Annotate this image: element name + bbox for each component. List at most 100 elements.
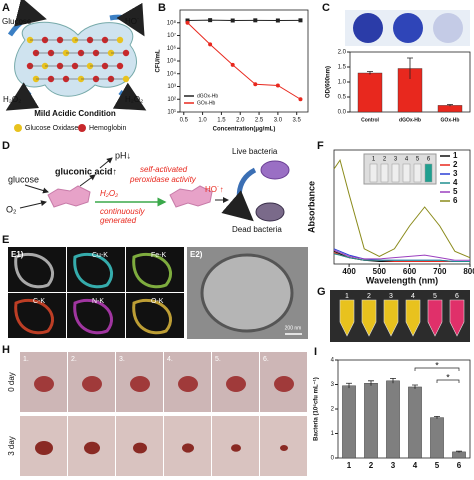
inset-label: 3	[394, 157, 398, 163]
tube-label: 4	[411, 293, 415, 300]
molecule	[122, 49, 130, 57]
panel-label: G	[317, 286, 326, 298]
x-tick-label: 3	[391, 461, 396, 470]
label: N-K	[92, 298, 104, 305]
y-axis-label: CFU/mL	[156, 49, 162, 72]
x-tick-label: GOx-Hb	[441, 117, 460, 123]
molecule	[122, 75, 130, 83]
legend-label: 2	[453, 160, 458, 169]
wound	[182, 443, 194, 453]
y-tick-label: 3	[331, 382, 335, 388]
error-bar	[456, 450, 462, 453]
y-tick-label: 10⁷	[167, 32, 176, 39]
wound	[133, 442, 147, 454]
sample-label: 3.	[119, 356, 125, 363]
error-bar	[368, 380, 374, 386]
x-axis-label: Concentration(μg/mL)	[213, 127, 276, 133]
x-tick-label: 2.0	[236, 118, 245, 124]
error-bar	[346, 382, 352, 389]
error-bar	[407, 57, 413, 79]
series-line	[333, 158, 471, 259]
vial	[369, 163, 378, 183]
wound	[34, 376, 54, 392]
y-tick-label: 4	[331, 358, 335, 364]
plot-frame	[337, 359, 471, 459]
legend-label: dGOx-Hb	[197, 93, 218, 99]
y-tick-label: 10⁶	[167, 45, 177, 52]
panel-label: D	[2, 140, 10, 152]
x-tick-label: 1.5	[217, 118, 226, 124]
label: HO˙↑	[205, 185, 224, 194]
vial	[380, 163, 389, 183]
panel-label: F	[317, 140, 324, 152]
legend-label: 5	[453, 187, 458, 196]
series-line	[187, 22, 301, 100]
wound	[280, 445, 288, 451]
label: O₂	[6, 204, 17, 214]
plot-frame	[333, 149, 471, 265]
label: E1)	[11, 250, 24, 259]
y-tick-label: 2.0	[338, 50, 347, 56]
panel-d-art	[19, 157, 290, 222]
x-tick-label: 4	[413, 461, 418, 470]
error-bar	[412, 384, 418, 389]
wound	[84, 441, 100, 455]
panel-label: C	[322, 2, 330, 14]
label: HO˙	[125, 17, 140, 26]
sample-label: 1.	[23, 356, 29, 363]
y-tick-label: 10³	[167, 84, 176, 90]
label: gluconic acid↑	[55, 166, 117, 176]
tube	[427, 299, 443, 337]
x-tick-label: Control	[361, 117, 379, 123]
panel-a-art	[5, 0, 147, 132]
legend-label: 1	[453, 151, 458, 160]
y-axis-label: Bacteria (10⁶cfu mL⁻¹)	[313, 377, 320, 441]
inset-label: 6	[427, 157, 431, 163]
row-label: 0 day	[7, 372, 16, 392]
panel-label: B	[158, 2, 166, 14]
vial	[402, 163, 411, 183]
y-tick-label: 10⁵	[167, 58, 177, 65]
x-tick-label: 800	[463, 267, 474, 276]
wound-photos: 0 day 1. 2. 3. 4. 5. 6. 3 day	[7, 352, 307, 476]
error-bar	[434, 415, 440, 419]
panel-label: E	[2, 234, 9, 246]
significance-bracket	[436, 379, 460, 383]
x-tick-label: 500	[373, 267, 387, 276]
tube	[339, 299, 355, 337]
bar	[342, 385, 356, 459]
eds-signal	[73, 252, 114, 289]
x-tick-label: 2	[369, 461, 374, 470]
x-tick-label: 400	[342, 267, 356, 276]
molecule	[116, 36, 124, 44]
y-tick-label: 10⁴	[167, 70, 177, 77]
panel-label: I	[314, 346, 317, 358]
tube	[405, 299, 421, 337]
y-axis-label: OD(600nm)	[326, 66, 332, 98]
legend-label: 6	[453, 196, 458, 205]
y-tick-label: 1	[331, 431, 335, 437]
x-tick-label: 5	[435, 461, 440, 470]
y-tick-label: 0	[331, 456, 335, 462]
label: Fe-K	[151, 252, 167, 259]
sample-label: 5.	[215, 356, 221, 363]
x-axis-label: Wavelength (nm)	[366, 275, 438, 285]
bar	[364, 383, 378, 459]
wound	[231, 444, 241, 452]
bar	[430, 417, 444, 459]
vial	[424, 163, 433, 183]
label: glucose	[8, 174, 39, 184]
sample-label: 2.	[71, 356, 77, 363]
marker	[185, 18, 190, 23]
label: continuously	[100, 207, 145, 216]
bar	[357, 72, 383, 113]
bar	[437, 105, 463, 113]
marker	[185, 20, 190, 25]
marker	[298, 18, 303, 23]
eds-maps: E1) Cu-K Fe-K C-K N-K O-K	[8, 247, 184, 338]
tube-label: 1	[345, 293, 349, 300]
legend-label: GOx-Hb	[197, 100, 216, 106]
tube-label: 3	[389, 293, 393, 300]
tube	[361, 299, 377, 337]
marker	[230, 62, 235, 67]
